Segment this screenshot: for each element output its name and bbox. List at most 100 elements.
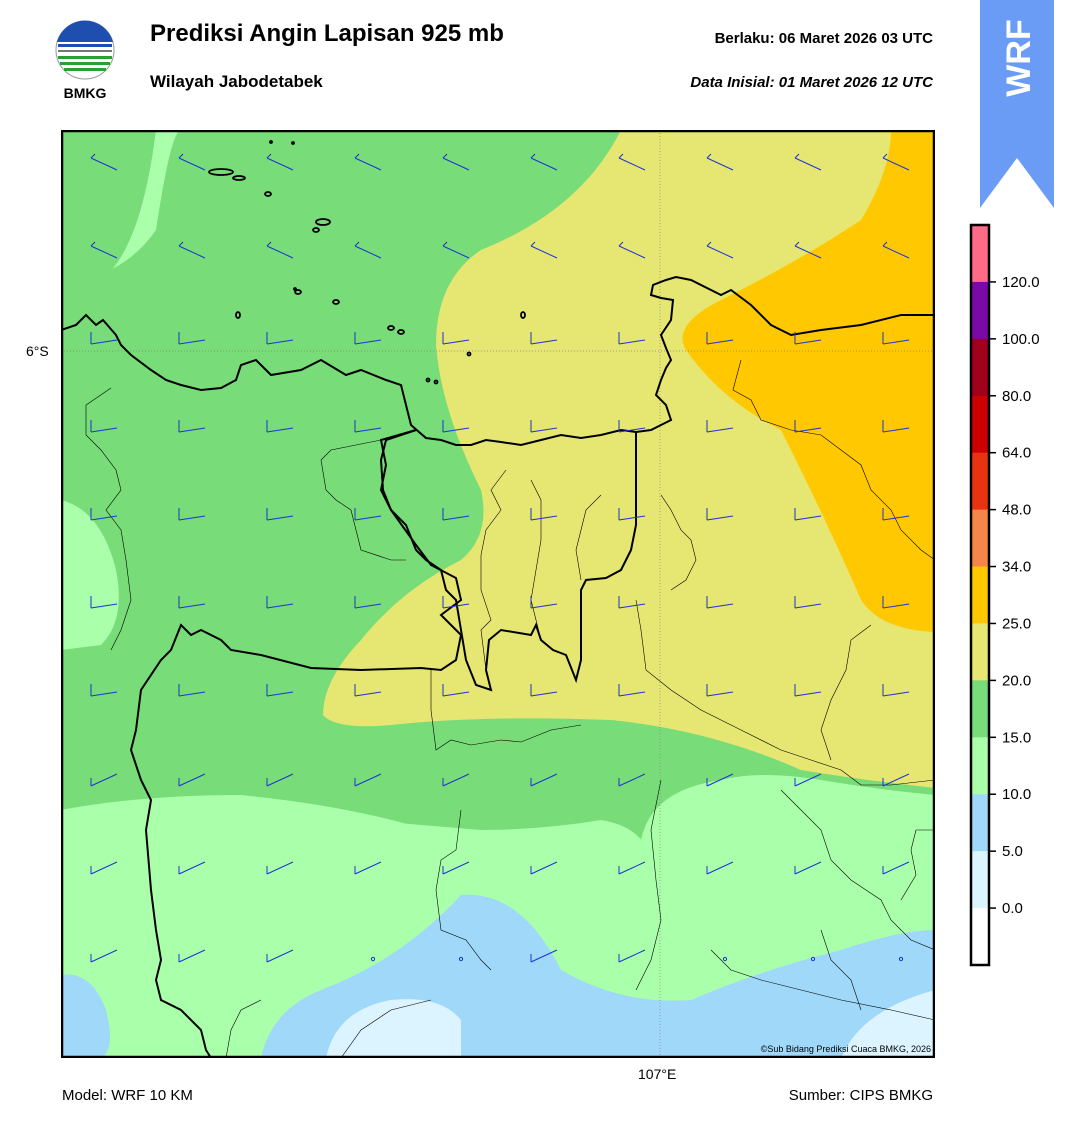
wind-barb	[90, 596, 118, 609]
wind-barb	[266, 508, 294, 521]
colorbar-frame	[969, 223, 991, 967]
wind-barb	[266, 241, 294, 259]
wind-barb	[354, 241, 382, 259]
wind-barb	[530, 332, 558, 345]
wind-barb	[618, 773, 646, 787]
wind-barb	[178, 420, 206, 433]
colorbar-block	[971, 851, 989, 909]
logo-text: BMKG	[64, 85, 107, 101]
wind-barb	[178, 949, 206, 963]
colorbar-block	[971, 908, 989, 966]
colorbar-tick-label: 10.0	[1002, 786, 1031, 803]
colorbar-tick-label: 0.0	[1002, 900, 1023, 917]
colorbar-block	[971, 509, 989, 568]
regency-boundaries	[85, 359, 935, 1058]
colorbar-block	[971, 395, 989, 454]
colorbar-tick-label: 25.0	[1002, 615, 1031, 632]
wind-barb	[794, 684, 822, 697]
wind-barb	[794, 861, 822, 875]
bmkg-logo-icon: BMKG	[55, 20, 115, 101]
wind-barb	[178, 241, 206, 259]
wind-speed-colorbar: 120.0 100.0 80.0 64.0 48.0 34.0 25.0 20.0 15.0 10…	[969, 223, 1040, 967]
wind-barb	[442, 332, 470, 345]
wind-barb	[706, 861, 734, 875]
colorbar-block	[971, 452, 989, 511]
wind-barb	[266, 153, 294, 171]
wind-barb	[706, 596, 734, 609]
wind-barb	[794, 332, 822, 345]
wind-barb	[442, 861, 470, 875]
wrf-badge-shape	[980, 0, 1054, 208]
wind-barb	[706, 420, 734, 433]
wind-barb	[178, 332, 206, 345]
wind-barb	[706, 508, 734, 521]
wind-barb	[530, 153, 558, 171]
wind-barb	[354, 508, 382, 521]
wind-barb	[266, 684, 294, 697]
wind-barb	[794, 153, 822, 171]
wind-barb	[354, 153, 382, 171]
region-subtitle: Wilayah Jabodetabek	[150, 72, 323, 91]
wind-barb	[266, 949, 294, 963]
wind-barb	[618, 241, 646, 259]
wind-barb	[706, 773, 734, 787]
colorbar-block	[971, 338, 989, 397]
wind-barb	[90, 684, 118, 697]
wind-barb	[354, 684, 382, 697]
colorbar-block	[971, 225, 989, 283]
wind-barb	[266, 773, 294, 787]
wind-barb	[178, 684, 206, 697]
wind-barb	[706, 153, 734, 171]
colorbar-tick-label: 80.0	[1002, 388, 1031, 405]
wind-barb	[90, 332, 118, 345]
coastline	[61, 275, 935, 447]
colorbar-block	[971, 281, 989, 340]
wind-barb	[530, 949, 558, 963]
wind-barb	[530, 773, 558, 787]
wind-barb	[354, 332, 382, 345]
wind-calm-marker	[810, 956, 816, 962]
wind-barb	[794, 596, 822, 609]
wind-barb	[442, 153, 470, 171]
wind-barb	[442, 596, 470, 609]
wind-barb	[794, 241, 822, 259]
wind-barb	[178, 596, 206, 609]
wind-barb	[618, 153, 646, 171]
model-label: Model: WRF 10 KM	[62, 1087, 193, 1104]
wind-barb	[266, 861, 294, 875]
wind-calm-marker	[458, 956, 464, 962]
wind-barb	[90, 861, 118, 875]
thousand-islands	[208, 140, 526, 385]
wind-barb	[354, 420, 382, 433]
wind-barb	[530, 596, 558, 609]
wind-barb	[618, 949, 646, 963]
wind-barb	[618, 684, 646, 697]
wind-barb	[530, 508, 558, 521]
wind-barb	[90, 508, 118, 521]
wind-barb	[178, 861, 206, 875]
page-title: Prediksi Angin Lapisan 925 mb	[150, 20, 504, 47]
colorbar-tick-label: 100.0	[1002, 331, 1040, 348]
wind-barb	[794, 420, 822, 433]
valid-time-label: Berlaku: 06 Maret 2026 03 UTC	[714, 30, 933, 47]
wind-barb	[794, 508, 822, 521]
wind-barb	[618, 508, 646, 521]
wind-barb	[266, 332, 294, 345]
wind-barbs-layer	[90, 153, 910, 963]
wind-barb	[178, 153, 206, 171]
speed-zone-10-15-west	[61, 500, 119, 650]
colorbar-tick-label: 34.0	[1002, 559, 1031, 576]
wind-barb	[882, 861, 910, 875]
speed-zone-5-10-west	[61, 974, 110, 1058]
wind-barb	[90, 773, 118, 787]
wind-barb	[354, 773, 382, 787]
wind-barb	[618, 420, 646, 433]
wind-barb	[706, 241, 734, 259]
wind-map: ©Sub Bidang Prediksi Cuaca BMKG, 2026	[61, 130, 935, 1058]
wind-barb	[90, 153, 118, 171]
wind-barb	[90, 420, 118, 433]
colorbar-block	[971, 680, 989, 738]
speed-zone-0-5-b	[841, 990, 935, 1058]
speed-zone-0-5-a	[326, 999, 461, 1058]
wrf-badge: WRF	[980, 0, 1054, 208]
